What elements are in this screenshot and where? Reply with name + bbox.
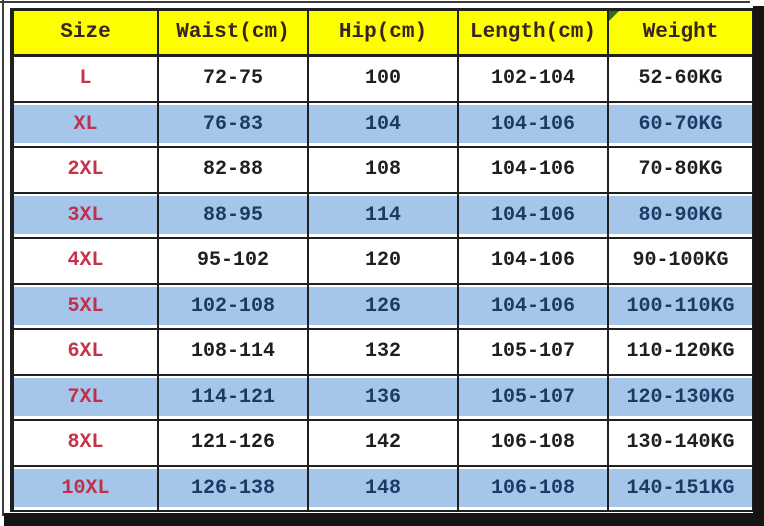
length-cell: 104-106	[459, 102, 609, 148]
size-cell: XL	[14, 102, 159, 148]
size-cell: 7XL	[14, 375, 159, 421]
hip-cell: 142	[309, 421, 459, 467]
hip-cell: 126	[309, 284, 459, 330]
waist-cell: 72-75	[159, 57, 309, 103]
weight-cell: 70-80KG	[609, 148, 754, 194]
header-row: Size Waist(cm) Hip(cm) Length(cm) Weight	[14, 11, 754, 57]
hip-cell: 114	[309, 193, 459, 239]
size-cell: 3XL	[14, 193, 159, 239]
length-cell: 105-107	[459, 330, 609, 376]
length-cell: 104-106	[459, 284, 609, 330]
header-waist: Waist(cm)	[159, 11, 309, 57]
weight-cell: 130-140KG	[609, 421, 754, 467]
scan-right-band	[753, 6, 764, 526]
header-weight: Weight	[609, 11, 754, 57]
table-row: 3XL 88-95 114 104-106 80-90KG	[14, 193, 754, 239]
size-cell: 4XL	[14, 239, 159, 285]
scan-left-line	[2, 0, 4, 516]
waist-cell: 102-108	[159, 284, 309, 330]
waist-cell: 114-121	[159, 375, 309, 421]
hip-cell: 104	[309, 102, 459, 148]
table-row: 7XL 114-121 136 105-107 120-130KG	[14, 375, 754, 421]
table-row: 10XL 126-138 148 106-108 140-151KG	[14, 466, 754, 512]
table-row: L 72-75 100 102-104 52-60KG	[14, 57, 754, 103]
hip-cell: 148	[309, 466, 459, 512]
waist-cell: 82-88	[159, 148, 309, 194]
table-row: XL 76-83 104 104-106 60-70KG	[14, 102, 754, 148]
size-cell: 8XL	[14, 421, 159, 467]
waist-cell: 108-114	[159, 330, 309, 376]
weight-cell: 140-151KG	[609, 466, 754, 512]
table-row: 5XL 102-108 126 104-106 100-110KG	[14, 284, 754, 330]
weight-cell: 60-70KG	[609, 102, 754, 148]
weight-cell: 110-120KG	[609, 330, 754, 376]
table-row: 2XL 82-88 108 104-106 70-80KG	[14, 148, 754, 194]
scan-bottom-band	[4, 513, 764, 526]
header-weight-label: Weight	[642, 21, 719, 44]
size-cell: 6XL	[14, 330, 159, 376]
hip-cell: 100	[309, 57, 459, 103]
length-cell: 102-104	[459, 57, 609, 103]
length-cell: 104-106	[459, 239, 609, 285]
hip-cell: 136	[309, 375, 459, 421]
size-chart-table: Size Waist(cm) Hip(cm) Length(cm) Weight…	[10, 8, 754, 512]
length-cell: 106-108	[459, 421, 609, 467]
waist-cell: 121-126	[159, 421, 309, 467]
table-row: 6XL 108-114 132 105-107 110-120KG	[14, 330, 754, 376]
waist-cell: 95-102	[159, 239, 309, 285]
hip-cell: 120	[309, 239, 459, 285]
length-cell: 104-106	[459, 148, 609, 194]
header-hip: Hip(cm)	[309, 11, 459, 57]
header-length: Length(cm)	[459, 11, 609, 57]
waist-cell: 88-95	[159, 193, 309, 239]
waist-cell: 126-138	[159, 466, 309, 512]
size-cell: 5XL	[14, 284, 159, 330]
size-cell: 2XL	[14, 148, 159, 194]
size-cell: L	[14, 57, 159, 103]
weight-cell: 120-130KG	[609, 375, 754, 421]
weight-cell: 90-100KG	[609, 239, 754, 285]
length-cell: 106-108	[459, 466, 609, 512]
hip-cell: 108	[309, 148, 459, 194]
scan-top-line	[0, 1, 750, 3]
table-row: 4XL 95-102 120 104-106 90-100KG	[14, 239, 754, 285]
cell-corner-marker-icon	[609, 11, 619, 21]
table-row: 8XL 121-126 142 106-108 130-140KG	[14, 421, 754, 467]
hip-cell: 132	[309, 330, 459, 376]
header-size: Size	[14, 11, 159, 57]
weight-cell: 100-110KG	[609, 284, 754, 330]
size-cell: 10XL	[14, 466, 159, 512]
waist-cell: 76-83	[159, 102, 309, 148]
weight-cell: 52-60KG	[609, 57, 754, 103]
length-cell: 105-107	[459, 375, 609, 421]
weight-cell: 80-90KG	[609, 193, 754, 239]
length-cell: 104-106	[459, 193, 609, 239]
